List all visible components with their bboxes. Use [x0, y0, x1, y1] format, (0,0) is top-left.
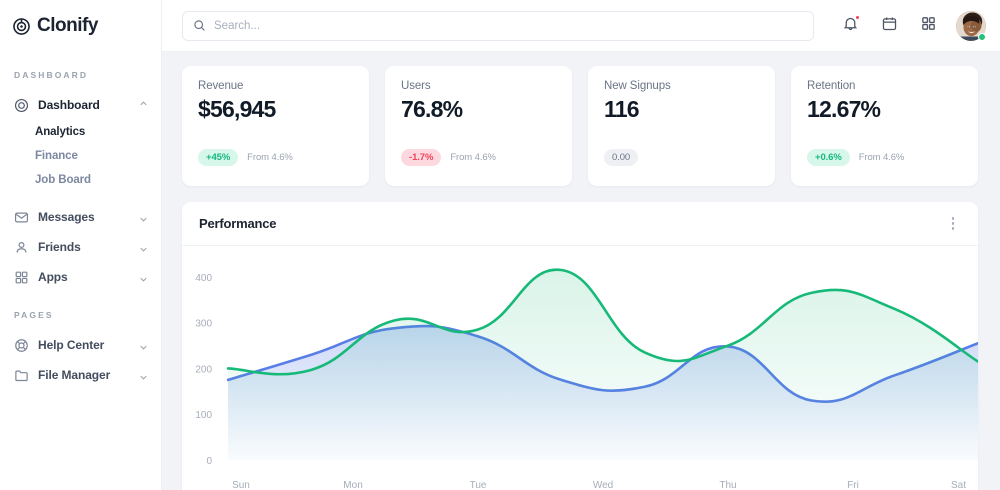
- calendar-button[interactable]: [870, 6, 909, 45]
- x-axis-tick-label: Sun: [232, 480, 250, 490]
- y-axis-tick-label: 0: [206, 456, 212, 467]
- notification-badge-dot: [855, 15, 860, 20]
- aperture-target-icon: [12, 17, 31, 36]
- y-axis-tick-label: 400: [195, 273, 212, 284]
- stat-note: From 4.6%: [450, 152, 496, 164]
- envelope-icon: [14, 210, 29, 225]
- x-axis-tick-label: Mon: [343, 480, 362, 490]
- sidebar-item-label: Messages: [38, 210, 95, 224]
- folder-icon: [14, 368, 29, 383]
- stat-note: From 4.6%: [247, 152, 293, 164]
- y-axis-tick-label: 200: [195, 364, 212, 375]
- y-axis-tick-label: 300: [195, 319, 212, 330]
- stat-card-new-signups[interactable]: New Signups 116 0.00: [588, 66, 775, 186]
- top-header: [162, 0, 1000, 52]
- nav-section-dashboard: DASHBOARD: [14, 70, 89, 80]
- sidebar-item-label: Dashboard: [38, 98, 100, 112]
- stat-cards: Revenue $56,945 +45% From 4.6% Users 76.…: [182, 66, 978, 186]
- avatar[interactable]: [956, 10, 986, 41]
- stat-value: $56,945: [198, 96, 276, 122]
- sidebar-subitem-job-board[interactable]: Job Board: [0, 168, 161, 192]
- x-axis-tick-label: Tue: [470, 480, 487, 490]
- x-axis-tick-label: Wed: [593, 480, 613, 490]
- sidebar-subitem-finance[interactable]: Finance: [0, 144, 161, 168]
- stat-value: 76.8%: [401, 96, 463, 122]
- brand-logo[interactable]: Clonify: [0, 0, 161, 52]
- sidebar-subitem-label: Analytics: [35, 126, 86, 138]
- search-icon: [193, 19, 206, 32]
- stat-note: From 4.6%: [858, 152, 905, 164]
- aperture-icon: [14, 98, 29, 113]
- stat-footer: 0.00: [604, 149, 759, 167]
- status-online-dot: [978, 32, 986, 41]
- status-badge: +0.6%: [807, 149, 850, 167]
- stat-title: Users: [401, 80, 431, 92]
- chevron-down-icon[interactable]: [138, 242, 149, 253]
- status-badge: 0.00: [604, 149, 639, 167]
- stat-title: New Signups: [604, 80, 671, 92]
- lifebuoy-icon: [14, 338, 29, 353]
- sidebar-subitem-label: Finance: [35, 150, 78, 162]
- sidebar-item-friends[interactable]: Friends: [0, 232, 161, 262]
- chart-area-fill: [228, 269, 978, 460]
- x-axis-tick-label: Sat: [951, 480, 966, 490]
- chevron-up-icon[interactable]: [138, 100, 149, 111]
- stat-title: Retention: [807, 80, 856, 92]
- sidebar-item-label: Help Center: [38, 338, 105, 352]
- stat-footer: +45% From 4.6%: [198, 149, 353, 167]
- grid-apps-icon: [920, 15, 937, 37]
- y-axis-tick-label: 100: [195, 410, 212, 421]
- sidebar-item-label: Apps: [38, 270, 68, 284]
- stat-card-revenue[interactable]: Revenue $56,945 +45% From 4.6%: [182, 66, 369, 186]
- performance-chart-card: Performance 0 100 200 300 400 Sun Mon Tue Wed Thu…: [182, 202, 978, 490]
- chevron-down-icon[interactable]: [138, 370, 149, 381]
- sidebar-item-label: File Manager: [38, 368, 111, 382]
- nav-section-pages: PAGES: [14, 310, 54, 320]
- stat-card-retention[interactable]: Retention 12.67% +0.6% From 4.6%: [791, 66, 978, 186]
- sidebar-item-label: Friends: [38, 240, 81, 254]
- stat-value: 116: [604, 96, 640, 122]
- performance-area-chart: 0 100 200 300 400 Sun Mon Tue Wed Thu Fri Sat: [195, 268, 978, 490]
- chart-header: Performance: [182, 202, 978, 246]
- user-icon: [14, 240, 29, 255]
- stat-card-users[interactable]: Users 76.8% -1.7% From 4.6%: [385, 66, 572, 186]
- sidebar-subitem-label: Job Board: [35, 174, 91, 186]
- stat-footer: +0.6% From 4.6%: [807, 149, 962, 167]
- calendar-icon: [881, 15, 898, 37]
- notifications-button[interactable]: [831, 6, 870, 45]
- sidebar: Clonify DASHBOARD Dashboard Analytics Fi…: [0, 0, 162, 490]
- sidebar-item-file-manager[interactable]: File Manager: [0, 360, 161, 390]
- chevron-down-icon[interactable]: [138, 340, 149, 351]
- sidebar-item-apps[interactable]: Apps: [0, 262, 161, 292]
- search-input[interactable]: [214, 19, 803, 32]
- apps-grid-button[interactable]: [909, 6, 948, 45]
- kebab-menu-icon[interactable]: [942, 213, 964, 235]
- chart-body: 0 100 200 300 400 Sun Mon Tue Wed Thu Fri Sat: [182, 246, 978, 490]
- sidebar-subitem-analytics[interactable]: Analytics: [0, 120, 161, 144]
- grid-icon: [14, 270, 29, 285]
- sidebar-item-help-center[interactable]: Help Center: [0, 330, 161, 360]
- sidebar-item-dashboard[interactable]: Dashboard: [0, 90, 161, 120]
- chevron-down-icon[interactable]: [138, 272, 149, 283]
- x-axis-tick-label: Fri: [847, 480, 859, 490]
- sidebar-item-messages[interactable]: Messages: [0, 202, 161, 232]
- page-title: Performance: [199, 216, 277, 231]
- main-area: Revenue $56,945 +45% From 4.6% Users 76.…: [162, 0, 1000, 490]
- bell-icon: [842, 15, 859, 37]
- status-badge: -1.7%: [401, 149, 442, 167]
- chevron-down-icon[interactable]: [138, 212, 149, 223]
- chart-line-green: [226, 268, 978, 376]
- x-axis-tick-label: Thu: [719, 480, 736, 490]
- stat-footer: -1.7% From 4.6%: [401, 149, 556, 167]
- stat-title: Revenue: [198, 80, 244, 92]
- status-badge: +45%: [198, 149, 239, 167]
- search-box[interactable]: [182, 10, 814, 41]
- stat-value: 12.67%: [807, 96, 881, 122]
- content-area: Revenue $56,945 +45% From 4.6% Users 76.…: [162, 52, 1000, 490]
- top-actions: [815, 6, 986, 45]
- brand-name: Clonify: [37, 15, 98, 36]
